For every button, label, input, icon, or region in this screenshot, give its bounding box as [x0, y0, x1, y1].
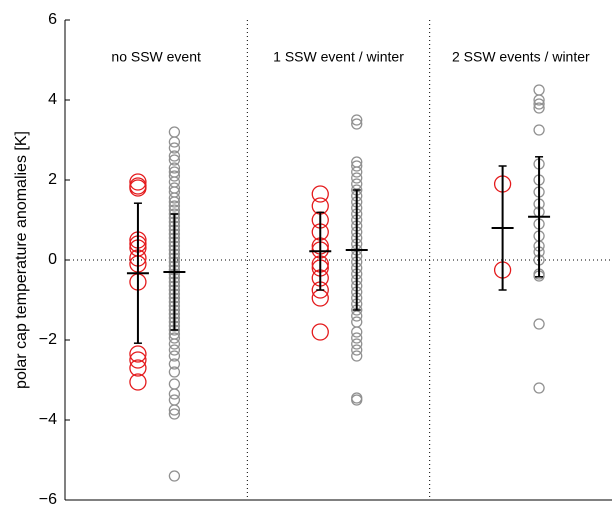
data-point [351, 166, 363, 178]
data-point [168, 192, 181, 204]
data-point [311, 185, 329, 203]
data-point [168, 162, 181, 174]
data-point [351, 332, 363, 344]
data-point [168, 150, 181, 162]
data-point [129, 359, 147, 377]
data-point [168, 196, 181, 208]
data-point [351, 338, 363, 350]
data-point [168, 394, 181, 406]
y-tick-label: −6 [39, 491, 57, 508]
data-point [168, 366, 181, 378]
data-point [351, 118, 363, 130]
data-point [168, 378, 181, 390]
data-point [168, 344, 181, 356]
data-point [533, 98, 545, 110]
data-point [533, 94, 545, 106]
data-point [168, 170, 181, 182]
group-label: no SSW event [111, 49, 201, 65]
data-point [351, 394, 363, 406]
data-point [533, 102, 545, 114]
y-tick-label: −2 [39, 331, 57, 348]
data-point [129, 179, 147, 197]
data-point [351, 316, 363, 328]
y-tick-label: 0 [48, 251, 57, 268]
data-point [129, 351, 147, 369]
y-tick-label: 6 [48, 11, 57, 28]
data-point [351, 160, 363, 172]
data-point [533, 318, 545, 330]
data-point [311, 323, 329, 341]
data-point [168, 388, 181, 400]
data-point [168, 126, 181, 138]
data-point [168, 136, 181, 148]
data-point [533, 84, 545, 96]
data-point [351, 344, 363, 356]
data-point [533, 382, 545, 394]
data-point [168, 154, 181, 166]
data-point [129, 173, 147, 191]
group-label: 1 SSW event / winter [273, 49, 404, 65]
data-point [351, 326, 363, 338]
data-point [168, 338, 181, 350]
data-point [168, 176, 181, 188]
group-label: 2 SSW events / winter [452, 49, 590, 65]
y-axis-label: polar cap temperature anomalies [K] [13, 131, 30, 389]
y-tick-label: 2 [48, 171, 57, 188]
y-tick-label: −4 [39, 411, 57, 428]
data-point [351, 114, 363, 126]
y-tick-label: 4 [48, 91, 57, 108]
data-point [129, 345, 147, 363]
data-point [168, 408, 181, 420]
data-point [168, 358, 181, 370]
data-point [168, 404, 181, 416]
data-point [351, 350, 363, 362]
data-point [168, 200, 181, 212]
data-point [168, 350, 181, 362]
data-point [168, 332, 181, 344]
data-point [351, 172, 363, 184]
data-point [168, 470, 181, 482]
data-point [129, 373, 147, 391]
data-point [351, 310, 363, 322]
data-point [351, 178, 363, 190]
data-point [533, 124, 545, 136]
data-point [168, 142, 181, 154]
